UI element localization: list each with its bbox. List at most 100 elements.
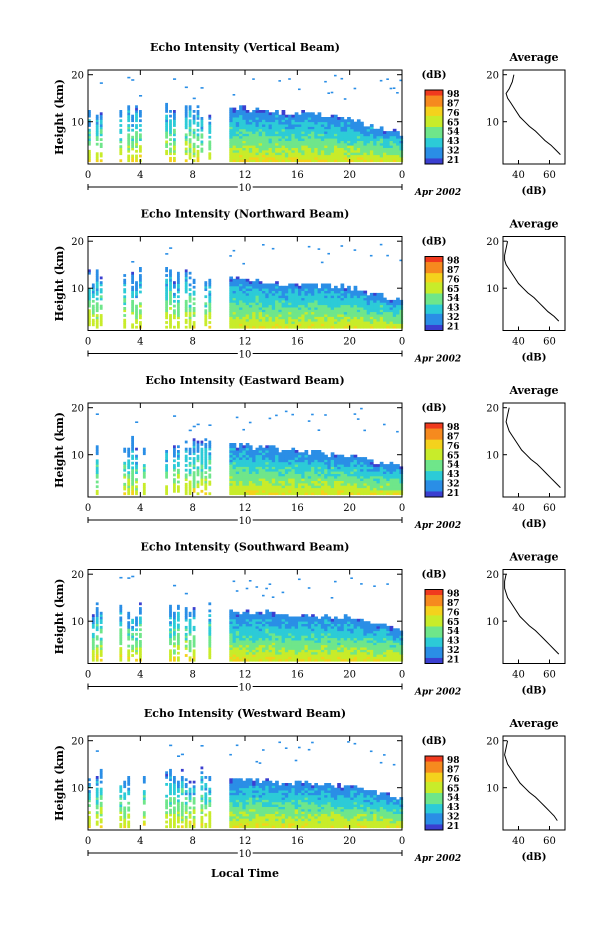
heatmap-cell <box>271 637 276 641</box>
heatmap-cell <box>307 325 312 329</box>
heatmap-cell <box>350 149 354 153</box>
heatmap-cell <box>317 489 322 493</box>
heatmap-cell <box>184 119 188 123</box>
heatmap-cell <box>184 618 188 622</box>
heatmap-cell <box>188 487 192 491</box>
heatmap-cell <box>317 478 322 481</box>
heatmap-cell <box>373 307 377 310</box>
heatmap-cell <box>317 321 322 324</box>
heatmap-cell <box>229 628 233 632</box>
heatmap-cell <box>242 642 247 646</box>
heatmap-cell <box>127 149 131 153</box>
heatmap-cell <box>343 466 348 470</box>
heatmap-cell <box>235 145 240 148</box>
heatmap-cell <box>169 314 172 317</box>
heatmap-cell <box>208 651 212 655</box>
x-tick-label: 0 <box>85 170 91 181</box>
heatmap-cell <box>291 131 296 134</box>
heatmap-cell <box>294 292 299 296</box>
upper-echo <box>284 410 288 413</box>
heatmap-cell <box>363 159 368 163</box>
heatmap-cell <box>239 466 243 470</box>
heatmap-cell <box>271 112 276 116</box>
heatmap-cell <box>363 304 368 308</box>
heatmap-cell <box>392 466 397 470</box>
avg-x-axis-label: (dB) <box>522 353 547 364</box>
heatmap-cell <box>131 145 134 148</box>
heatmap-cell <box>356 131 361 134</box>
heatmap-cell <box>330 299 335 303</box>
heatmap-cell <box>169 614 172 617</box>
heatmap-cell <box>173 292 176 296</box>
heatmap-cell <box>91 632 95 636</box>
heatmap-cell <box>184 440 188 444</box>
heatmap-cell <box>95 271 99 275</box>
heatmap-cell <box>307 468 312 472</box>
heatmap-cell <box>288 649 292 653</box>
colorbar-swatch <box>425 97 443 100</box>
heatmap-cell <box>239 473 243 477</box>
heatmap-cell <box>320 489 325 493</box>
heatmap-cell <box>242 321 247 324</box>
heatmap-cell <box>229 147 233 151</box>
heatmap-cell <box>399 140 404 144</box>
colorbar-swatch <box>425 324 443 328</box>
heatmap-cell <box>169 640 172 643</box>
heatmap-cell <box>173 311 176 315</box>
heatmap-cell <box>139 314 142 317</box>
heatmap-cell <box>363 316 368 320</box>
heatmap-cell <box>268 632 273 636</box>
heatmap-cell <box>389 302 394 306</box>
heatmap-cell <box>119 131 123 134</box>
heatmap-cell <box>330 297 335 301</box>
heatmap-cell <box>177 457 180 460</box>
heatmap-cell <box>268 156 273 160</box>
heatmap-cell <box>311 618 315 622</box>
heatmap-cell <box>208 302 212 306</box>
heatmap-cell <box>235 140 240 144</box>
heatmap-cell <box>392 482 397 486</box>
y-tick-label: 20 <box>71 237 84 248</box>
heatmap-cell <box>248 283 253 287</box>
heatmap-cell <box>119 159 123 163</box>
heatmap-cell <box>317 302 322 306</box>
heatmap-cell <box>281 121 286 125</box>
heatmap-cell <box>343 323 348 327</box>
heatmap-cell <box>340 311 345 315</box>
heatmap-cell <box>324 304 328 308</box>
heatmap-cell <box>284 121 289 125</box>
heatmap-cell <box>235 283 240 287</box>
heatmap-cell <box>239 635 243 639</box>
heatmap-cell <box>291 623 296 627</box>
heatmap-cell <box>291 651 296 655</box>
heatmap-cell <box>252 640 256 643</box>
heatmap-cell <box>245 611 250 615</box>
heatmap-cell <box>291 457 296 460</box>
heatmap-cell <box>255 459 260 463</box>
heatmap-cell <box>389 461 394 465</box>
heatmap-cell <box>239 295 243 299</box>
heatmap-cell <box>245 302 250 306</box>
heatmap-cell <box>258 454 263 458</box>
heatmap-cell <box>262 468 266 472</box>
heatmap-cell <box>258 447 263 451</box>
heatmap-cell <box>304 457 309 460</box>
heatmap-cell <box>320 471 325 474</box>
heatmap-cell <box>350 135 354 139</box>
heatmap-cell <box>188 628 192 632</box>
heatmap-cell <box>239 156 243 160</box>
heatmap-cell <box>343 154 348 158</box>
colorbar-swatch <box>425 139 443 143</box>
heatmap-cell <box>265 642 269 646</box>
heatmap-cell <box>262 133 266 137</box>
heatmap-cell <box>307 492 312 496</box>
heatmap-cell <box>232 658 237 662</box>
heatmap-cell <box>376 309 381 313</box>
heatmap-cell <box>135 140 138 144</box>
heatmap-cell <box>350 156 354 160</box>
heatmap-cell <box>196 114 200 118</box>
heatmap-cell <box>356 304 361 308</box>
heatmap-cell <box>119 138 123 141</box>
heatmap-cell <box>278 314 283 317</box>
heatmap-cell <box>242 278 247 282</box>
